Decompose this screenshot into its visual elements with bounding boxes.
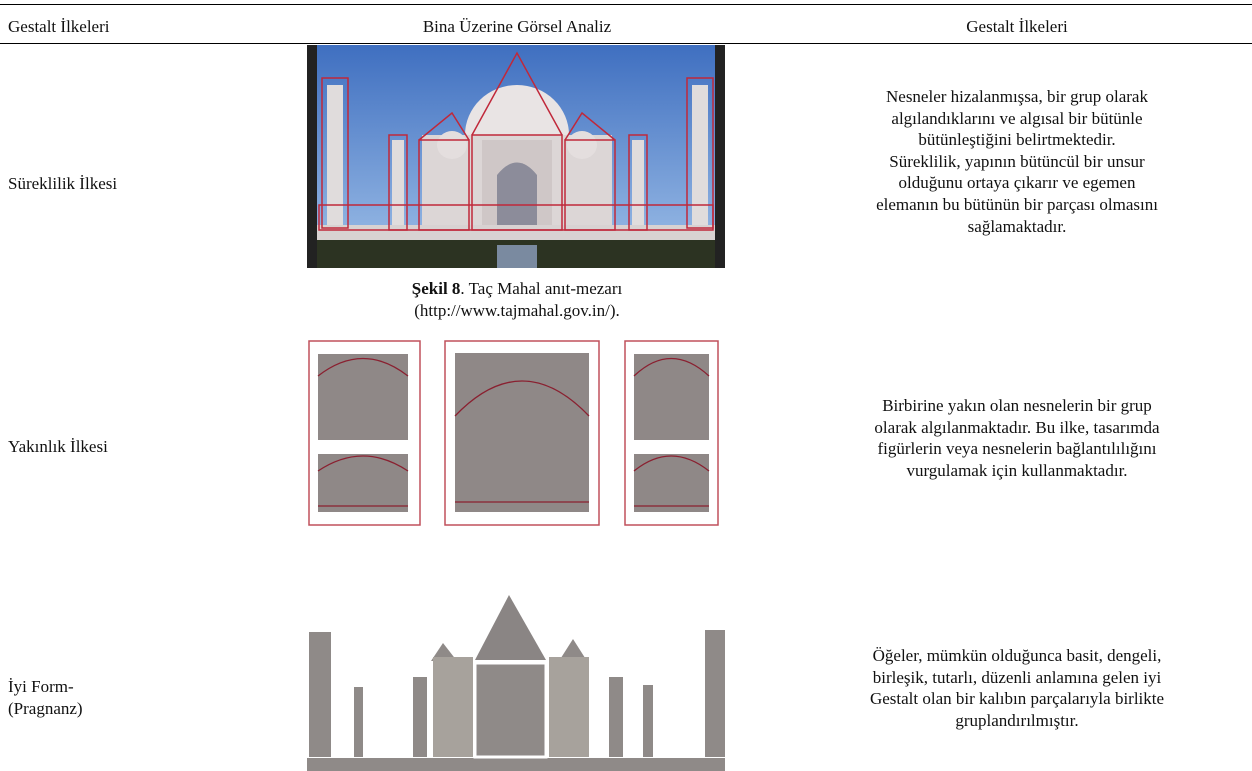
principle-label: Süreklilik İlkesi bbox=[8, 174, 118, 193]
description-line: Öğeler, mümkün olduğunca basit, dengeli, bbox=[872, 646, 1162, 665]
principle-label-block: İyi Form- (Pragnanz) bbox=[8, 676, 83, 719]
description-line: algılandıklarını ve algısal bir bütünle bbox=[891, 108, 1143, 128]
top-rule bbox=[0, 4, 1252, 5]
description-line-block: Öğeler, mümkün olduğunca basit, dengeli,… bbox=[870, 645, 1164, 731]
description-line: bütünleştiğini belirtmektedir. bbox=[918, 130, 1116, 150]
proximity-diagram bbox=[308, 340, 719, 526]
description-line: figürlerin veya nesnelerin bağlantılılığ… bbox=[877, 439, 1157, 459]
figure-caption: Şekil 8. Taç Mahal anıt-mezarı bbox=[412, 279, 622, 299]
header: Gestalt İlkeleri bbox=[966, 17, 1068, 36]
principle-label: İyi Form- bbox=[8, 677, 74, 696]
principle-label-block: Süreklilik İlkesi bbox=[8, 173, 117, 195]
principle-label-block: Yakınlık İlkesi bbox=[8, 436, 108, 458]
header-rule bbox=[0, 43, 1252, 44]
description-line: Süreklilik, yapının bütüncül bir unsur bbox=[889, 151, 1145, 171]
taj-mahal-photo bbox=[307, 45, 725, 268]
header: Gestalt İlkeleri bbox=[8, 17, 110, 36]
principle-label: (Pragnanz) bbox=[8, 698, 83, 718]
description-line: Nesneler hizalanmışsa, bir grup olarak bbox=[885, 87, 1148, 106]
description-line: Gestalt olan bir kalıbın parçalarıyla bi… bbox=[869, 689, 1165, 709]
description-line: olarak algılanmaktadır. Bu ilke, tasarım… bbox=[874, 417, 1160, 437]
figure-text: . Taç Mahal anıt-mezarı bbox=[460, 279, 623, 298]
figure-label: Şekil 8 bbox=[411, 279, 461, 298]
description-line: Birbirine yakın olan nesnelerin bir grup bbox=[882, 396, 1152, 415]
header: Bina Üzerine Görsel Analiz bbox=[422, 17, 612, 36]
description-line: vurgulamak için kullanmaktadır. bbox=[906, 460, 1128, 480]
description-line-block: Nesneler hizalanmışsa, bir grup olarak al… bbox=[876, 86, 1158, 237]
good-form-diagram bbox=[307, 595, 725, 771]
description-line-block: Birbirine yakın olan nesnelerin bir grup… bbox=[874, 395, 1159, 481]
description-line: olduğunu ortaya çıkarır ve egemen bbox=[898, 173, 1136, 193]
description-line: gruplandırılmıştır. bbox=[955, 710, 1079, 730]
principle-label: Yakınlık İlkesi bbox=[8, 437, 108, 456]
description-line: elemanın bu bütünün bir parçası olmasını bbox=[876, 194, 1158, 214]
description-line: sağlamaktadır. bbox=[967, 216, 1067, 236]
description-line: birleşik, tutarlı, düzenli anlamına gele… bbox=[872, 667, 1162, 687]
figure-source: (http://www.tajmahal.gov.in/). bbox=[414, 301, 620, 320]
